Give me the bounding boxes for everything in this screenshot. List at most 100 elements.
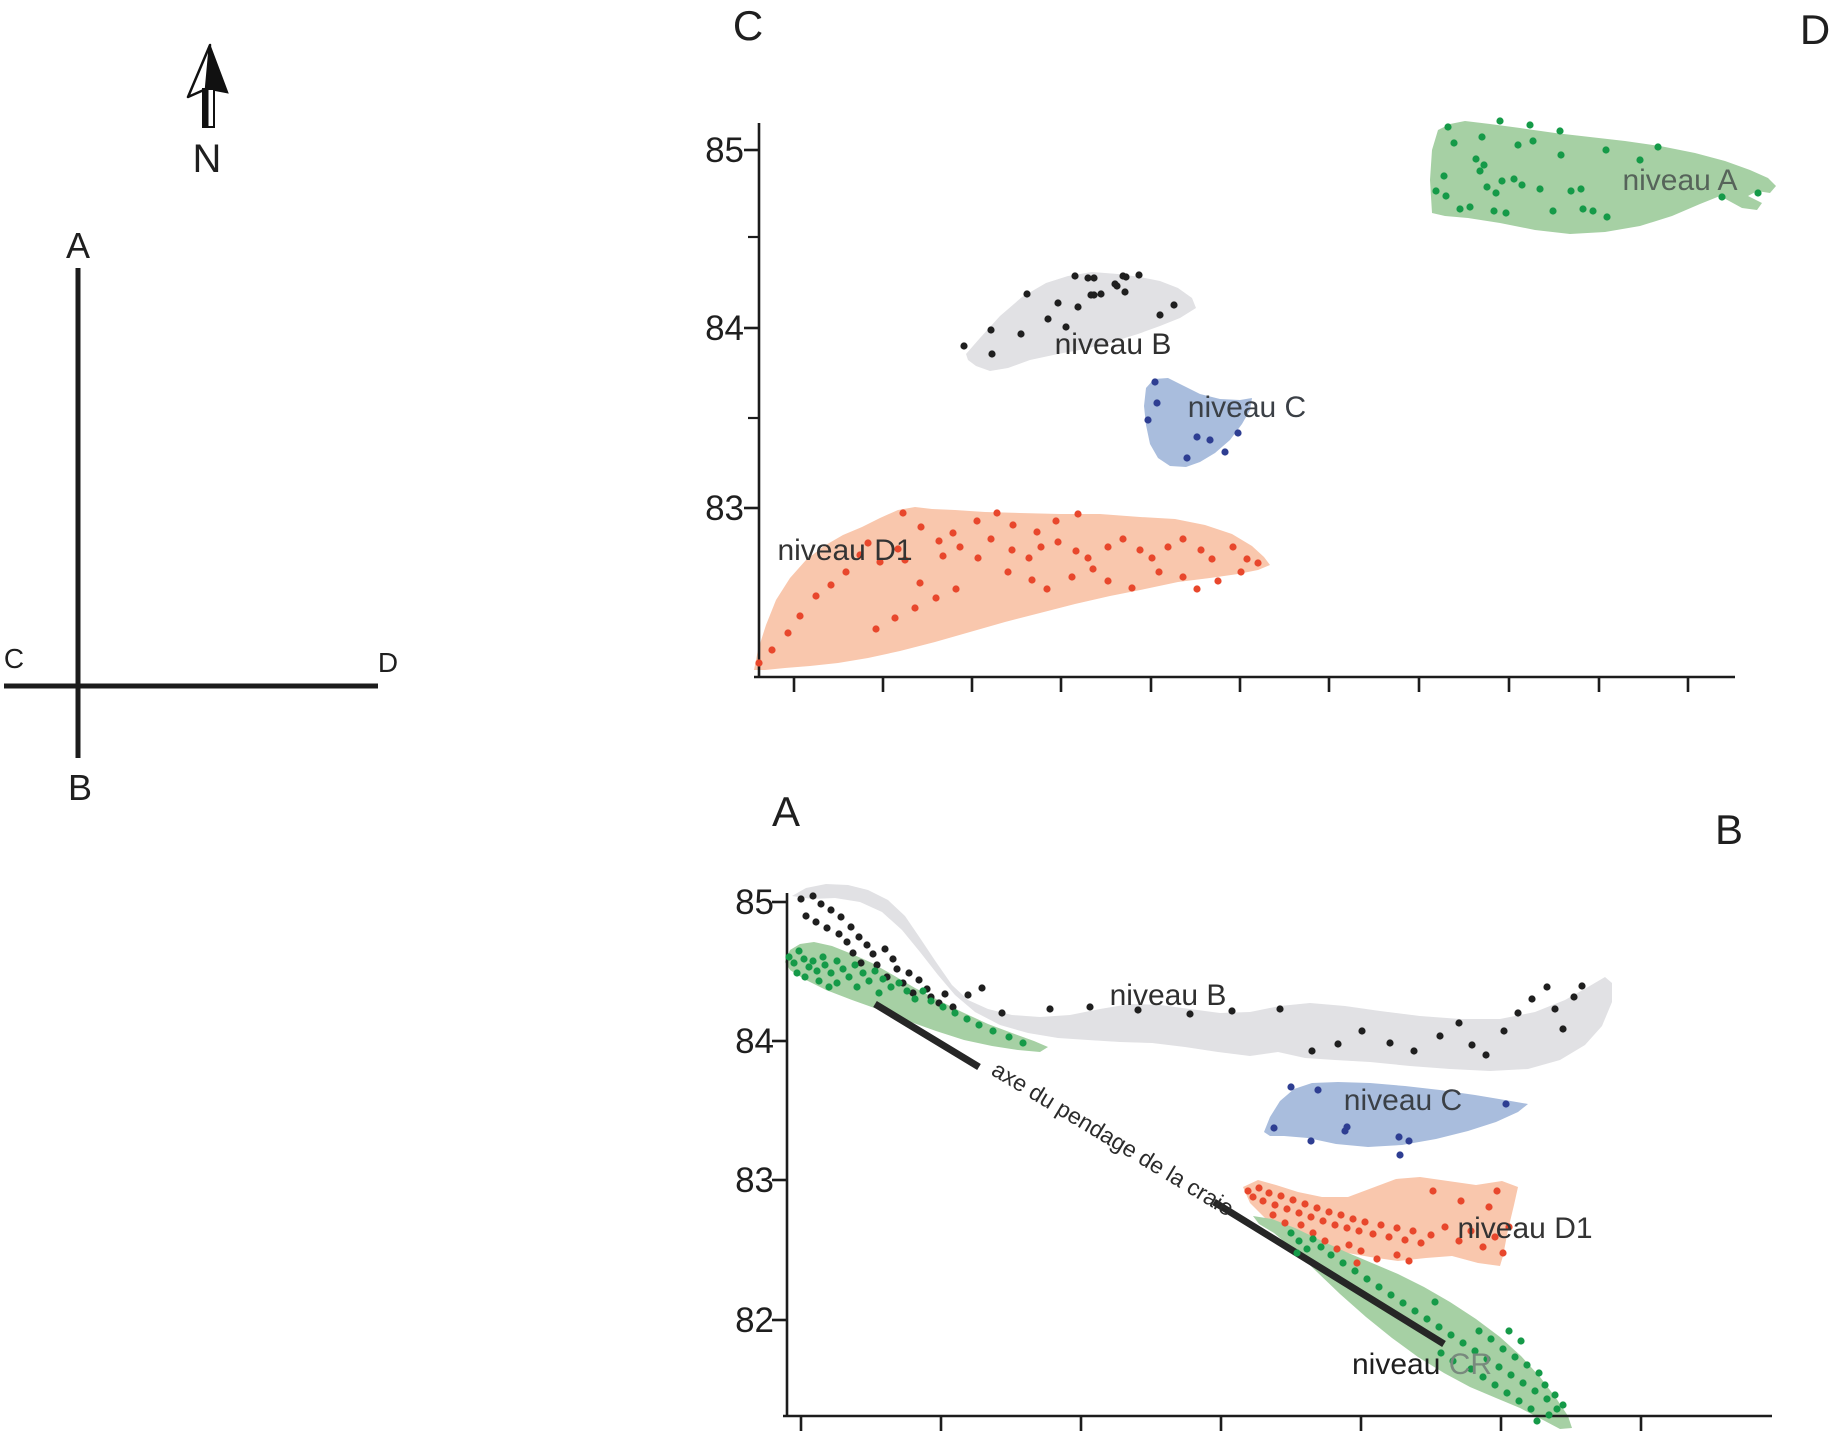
dots-niveau-cr-amont [785,947,1027,1047]
data-point [1518,181,1526,189]
corner-label-b: B [1715,806,1743,853]
data-point [1718,193,1726,201]
data-point [1479,1373,1487,1381]
data-point [800,955,808,963]
data-point [1355,1227,1363,1235]
data-point [875,989,883,997]
data-point [812,918,820,926]
region-niveau-b-area [966,272,1196,371]
data-point [1399,1299,1407,1307]
data-point [899,509,907,517]
data-point [1503,1389,1511,1397]
data-point [1046,1005,1054,1013]
data-point [1511,1353,1519,1361]
data-point [793,969,801,977]
y-tick-label: 85 [705,131,744,170]
data-point [1327,1251,1335,1259]
data-point [893,965,901,973]
data-point [1295,1237,1303,1245]
data-point [1343,1224,1351,1232]
data-point [797,895,805,903]
data-point [1543,1395,1551,1403]
data-point [1523,1361,1531,1369]
data-point [916,579,924,587]
data-point [1440,172,1448,180]
data-point [1500,1027,1508,1035]
data-point [939,552,947,560]
data-point [951,1009,959,1017]
data-point [1044,315,1052,323]
data-point [1134,1006,1142,1014]
data-point [1153,399,1161,407]
plan-label-a: A [66,225,90,266]
data-point [853,983,861,991]
data-point [827,906,835,914]
data-point [1557,151,1565,159]
dots-niveau-c [1270,1083,1510,1159]
data-point [1476,167,1484,175]
data-point [881,945,889,953]
data-point [1121,288,1129,296]
data-point [1255,1184,1263,1192]
data-point [887,983,895,991]
data-point [1567,187,1575,195]
data-point [879,975,887,983]
data-point [1505,1327,1513,1335]
data-point [1507,1371,1515,1379]
data-point [1491,1381,1499,1389]
data-point [1543,983,1551,991]
data-point [1008,546,1016,554]
data-point [975,1021,983,1029]
dots-niveau-a [1432,117,1762,221]
data-point [1229,543,1237,551]
data-point [1636,156,1644,164]
data-point [1377,1221,1385,1229]
data-point [1164,543,1172,551]
data-point [935,537,943,545]
data-point [915,976,923,984]
data-point [1136,546,1144,554]
y-tick-label: 84 [705,309,744,348]
data-point [1496,117,1504,125]
data-point [1654,143,1662,151]
data-point [1535,1369,1543,1377]
data-point [1353,1259,1361,1267]
data-point [1553,1405,1561,1413]
data-point [835,930,843,938]
data-point [872,625,880,633]
data-point [1502,1100,1510,1108]
data-point [1104,577,1112,585]
data-point [1122,273,1130,281]
region-niveau-c-area [1144,378,1252,467]
dip-axis-label: axe du pendage de la craie [987,1056,1238,1221]
dots-niveau-d1 [755,509,1262,667]
data-point [1541,1381,1549,1389]
data-point [1549,207,1557,215]
north-arrow: N [186,43,229,181]
data-point [1499,1249,1507,1257]
data-point [1358,1027,1366,1035]
corner-label-a: A [772,788,800,835]
plan-label-d: D [378,647,398,678]
data-point [1517,1337,1525,1345]
data-point [1502,209,1510,217]
data-point [1455,1019,1463,1027]
data-point [1468,1041,1476,1049]
data-point [851,961,859,969]
data-point [1309,1235,1317,1243]
data-point [1144,416,1152,424]
data-point [1331,1221,1339,1229]
data-point [1156,311,1164,319]
data-point [1097,290,1105,298]
data-point [1321,1237,1329,1245]
data-point [1533,1417,1541,1425]
data-point [949,529,957,537]
data-point [1334,1040,1342,1048]
data-point [1309,1229,1317,1237]
data-point [1259,1197,1267,1205]
data-point [1485,1203,1493,1211]
data-point [1135,271,1143,279]
data-point [1531,1387,1539,1395]
data-point [815,977,823,985]
